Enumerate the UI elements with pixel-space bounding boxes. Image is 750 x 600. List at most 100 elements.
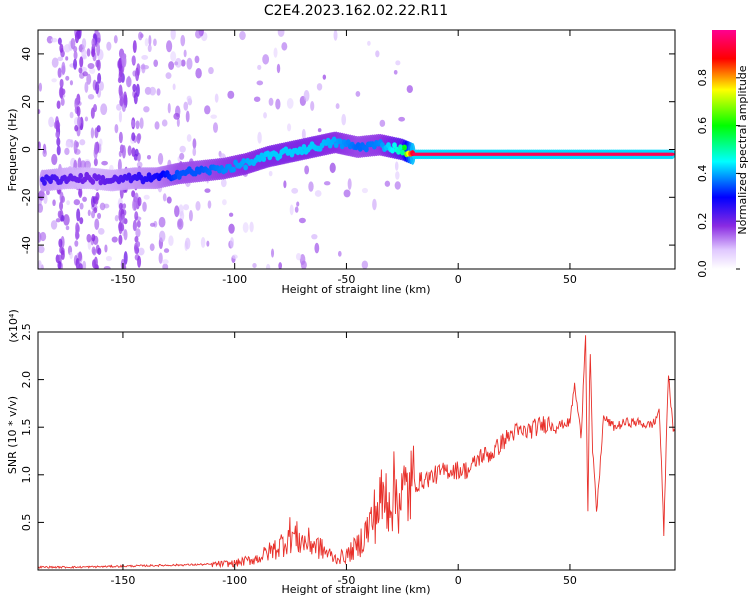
spectrogram-noise-blob bbox=[192, 138, 197, 149]
spectrogram-streak-blob bbox=[91, 48, 96, 58]
spectrogram-streak-blob bbox=[60, 195, 65, 203]
spectrogram-noise-blob bbox=[361, 187, 368, 194]
spectrogram-noise-blob bbox=[278, 262, 283, 269]
spectrogram-noise-blob bbox=[38, 141, 41, 151]
spectrogram-noise-blob bbox=[232, 254, 238, 259]
spectrogram-streak-blob bbox=[135, 67, 140, 82]
spectrogram-noise-blob bbox=[103, 265, 111, 269]
spectrogram-streak-blob bbox=[135, 120, 140, 130]
spectrogram-streak-blob bbox=[118, 222, 123, 232]
spectrogram-noise-blob bbox=[184, 237, 191, 250]
spectrogram-noise-blob bbox=[200, 236, 206, 248]
spectrogram-streak-blob bbox=[119, 89, 124, 101]
spectrogram-streak-blob bbox=[131, 119, 136, 128]
spectrogram-noise-blob bbox=[195, 67, 202, 79]
spectrogram-x-ticks: -150 -100 -50 0 50 bbox=[110, 30, 577, 286]
spectrogram-noise-blob bbox=[183, 49, 187, 58]
spectrogram-streak-blob bbox=[97, 212, 102, 220]
spectrogram-noise-blob bbox=[347, 178, 352, 190]
spectrogram-streak-blob bbox=[132, 40, 137, 53]
spectrogram-streak-blob bbox=[95, 59, 100, 68]
spectrogram-ridge-core bbox=[90, 178, 96, 185]
spectrogram-noise-blob bbox=[185, 110, 190, 123]
spectrogram-noise-blob bbox=[156, 88, 161, 96]
spectrogram-streak-blob bbox=[74, 240, 79, 247]
spectrogram-streak-blob bbox=[132, 221, 137, 232]
spectrogram-noise-blob bbox=[81, 48, 87, 60]
spectrogram-noise-blob bbox=[177, 219, 182, 228]
spectrogram-noise-blob bbox=[87, 63, 95, 69]
spectrogram-streak-blob bbox=[132, 83, 137, 92]
spectrogram-noise-blob bbox=[158, 216, 166, 228]
spectrogram-noise-blob bbox=[142, 201, 147, 212]
spectrogram-noise-blob bbox=[314, 242, 320, 254]
spectrogram-streak-blob bbox=[55, 131, 60, 139]
spectrogram-noise-blob bbox=[180, 59, 186, 67]
spectrogram-noise-blob bbox=[162, 263, 169, 269]
spectrogram-streak-blob bbox=[123, 229, 128, 241]
spectrogram-streak-blob bbox=[79, 202, 84, 210]
spectrogram-ridge-core bbox=[42, 179, 47, 186]
spectrogram-streak-blob bbox=[94, 196, 99, 205]
spectrogram-noise-blob bbox=[311, 233, 318, 240]
spectrogram-noise-blob bbox=[118, 110, 122, 123]
spectrogram-noise-blob bbox=[143, 194, 150, 200]
spectrogram-noise-blob bbox=[304, 165, 310, 175]
spectrogram-noise-blob bbox=[158, 252, 163, 264]
spectrogram-streak-blob bbox=[57, 37, 62, 45]
spectrogram-noise-blob bbox=[265, 263, 271, 269]
spectrogram-ridge-core bbox=[126, 172, 132, 179]
snr-frame bbox=[37, 331, 676, 571]
spectrogram-ridge-core bbox=[398, 144, 403, 151]
spectrogram-noise-blob bbox=[303, 89, 310, 102]
spectrogram-noise-blob bbox=[162, 193, 167, 202]
spectrogram-noise-blob bbox=[51, 78, 57, 83]
spectrogram-noise-blob bbox=[375, 50, 380, 58]
spectrogram-ridge-core bbox=[261, 155, 267, 162]
spectrogram-noise-blob bbox=[256, 80, 264, 86]
spectrogram-noise-blob bbox=[69, 111, 74, 119]
spectrogram-noise-blob bbox=[310, 100, 315, 111]
spectrogram-noise-blob bbox=[195, 201, 201, 211]
spectrogram-noise-blob bbox=[355, 90, 361, 97]
spectrogram-noise-blob bbox=[50, 220, 58, 230]
spectrogram-streak-blob bbox=[77, 116, 82, 128]
spectrogram-noise-blob bbox=[277, 30, 285, 37]
spectrogram-streak-blob bbox=[79, 217, 84, 225]
spectrogram-noise-blob bbox=[101, 160, 108, 166]
spectrogram-noise-blob bbox=[87, 209, 91, 217]
spectrogram-noise-blob bbox=[114, 215, 119, 222]
spectrogram-streak-blob bbox=[131, 132, 136, 142]
spectrogram-noise-blob bbox=[229, 237, 234, 249]
y-tick-label: 0 bbox=[20, 146, 33, 153]
spectrogram-noise-blob bbox=[66, 200, 70, 206]
colorbar-tick-label: 0.2 bbox=[696, 212, 709, 230]
spectrogram-noise-blob bbox=[275, 98, 281, 110]
spectrogram-streak-blob bbox=[118, 202, 123, 210]
spectrogram-noise-blob bbox=[298, 217, 306, 224]
spectrogram-noise-blob bbox=[65, 75, 70, 81]
spectrogram-noise-blob bbox=[154, 121, 160, 130]
spectrogram-noise-blob bbox=[186, 134, 192, 142]
spectrogram-noise-blob bbox=[393, 69, 398, 75]
spectrogram-streak-blob bbox=[79, 56, 84, 68]
spectrogram-noise-blob bbox=[398, 116, 406, 122]
spectrogram-ridge-core bbox=[299, 149, 305, 156]
spectrogram-noise-blob bbox=[212, 122, 219, 133]
spectrogram-noise-blob bbox=[179, 145, 186, 153]
spectrogram-noise-blob bbox=[161, 119, 168, 127]
spectrogram-noise-blob bbox=[183, 101, 189, 111]
spectrogram-streak-blob bbox=[73, 50, 78, 60]
spectrogram-y-ticks: -40 -20 0 20 40 bbox=[20, 47, 675, 254]
spectrogram-noise-blob bbox=[276, 63, 281, 74]
spectrogram-noise-blob bbox=[86, 48, 91, 57]
spectrogram-streak-blob bbox=[121, 54, 126, 68]
spectrogram-noise-blob bbox=[52, 199, 56, 207]
spectrogram-noise-blob bbox=[262, 54, 270, 65]
spectrogram-noise-blob bbox=[97, 227, 105, 235]
spectrogram-noise-blob bbox=[253, 96, 261, 102]
spectrogram-streak-blob bbox=[75, 257, 80, 269]
y-tick-label: 0.5 bbox=[20, 514, 33, 532]
y-tick-label: 1.5 bbox=[20, 418, 33, 436]
